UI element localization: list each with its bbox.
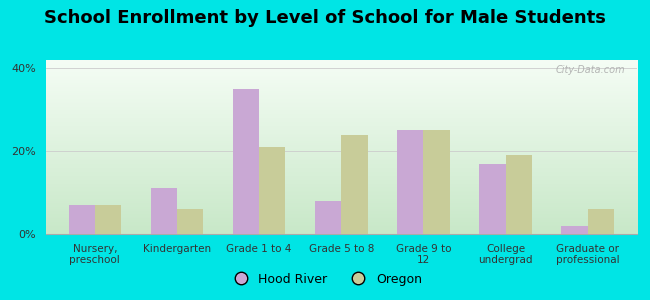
Bar xyxy=(151,188,177,234)
Bar xyxy=(341,135,367,234)
Bar xyxy=(259,147,285,234)
Bar xyxy=(506,155,532,234)
Bar xyxy=(177,209,203,234)
Bar xyxy=(68,205,95,234)
Bar xyxy=(95,205,121,234)
Bar xyxy=(588,209,614,234)
Bar xyxy=(562,226,588,234)
Text: School Enrollment by Level of School for Male Students: School Enrollment by Level of School for… xyxy=(44,9,606,27)
Text: City-Data.com: City-Data.com xyxy=(556,65,625,75)
Bar xyxy=(479,164,506,234)
Bar xyxy=(233,89,259,234)
Bar xyxy=(315,201,341,234)
Bar xyxy=(397,130,423,234)
Bar xyxy=(423,130,450,234)
Legend: Hood River, Oregon: Hood River, Oregon xyxy=(223,268,427,291)
